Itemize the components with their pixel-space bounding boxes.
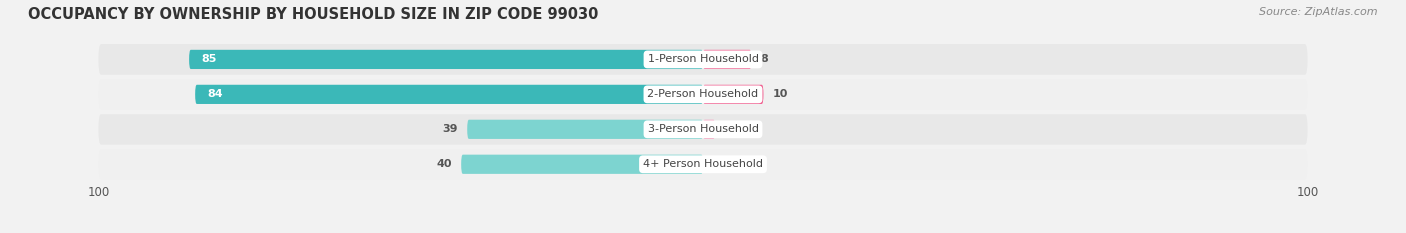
FancyBboxPatch shape — [98, 44, 1308, 75]
Text: 85: 85 — [201, 55, 217, 64]
Text: Source: ZipAtlas.com: Source: ZipAtlas.com — [1260, 7, 1378, 17]
FancyBboxPatch shape — [703, 85, 763, 104]
Text: 3-Person Household: 3-Person Household — [648, 124, 758, 134]
Text: 2: 2 — [724, 124, 733, 134]
Text: 39: 39 — [443, 124, 458, 134]
FancyBboxPatch shape — [703, 50, 751, 69]
FancyBboxPatch shape — [98, 79, 1308, 110]
Text: 84: 84 — [207, 89, 224, 99]
Text: 10: 10 — [772, 89, 787, 99]
FancyBboxPatch shape — [467, 120, 703, 139]
FancyBboxPatch shape — [195, 85, 703, 104]
FancyBboxPatch shape — [461, 155, 703, 174]
Text: 4+ Person Household: 4+ Person Household — [643, 159, 763, 169]
Text: OCCUPANCY BY OWNERSHIP BY HOUSEHOLD SIZE IN ZIP CODE 99030: OCCUPANCY BY OWNERSHIP BY HOUSEHOLD SIZE… — [28, 7, 599, 22]
Text: 1-Person Household: 1-Person Household — [648, 55, 758, 64]
FancyBboxPatch shape — [188, 50, 703, 69]
Text: 0: 0 — [711, 159, 720, 169]
Text: 40: 40 — [437, 159, 453, 169]
FancyBboxPatch shape — [98, 114, 1308, 145]
FancyBboxPatch shape — [98, 149, 1308, 180]
Text: 2-Person Household: 2-Person Household — [647, 89, 759, 99]
FancyBboxPatch shape — [703, 120, 716, 139]
Text: 8: 8 — [761, 55, 768, 64]
